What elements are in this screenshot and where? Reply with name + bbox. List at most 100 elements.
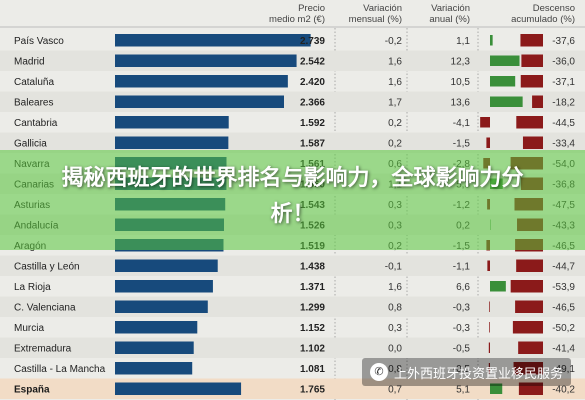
cumulative-bar bbox=[518, 341, 543, 354]
monthly-value: 0,7 bbox=[388, 384, 402, 395]
cumulative-value: -40,2 bbox=[552, 384, 575, 395]
cumulative-bar bbox=[518, 382, 543, 395]
annual-bar bbox=[480, 117, 490, 128]
column-header-1: medio m2 (€) bbox=[269, 14, 325, 25]
column-header-3: anual (%) bbox=[429, 14, 470, 25]
region-label: La Rioja bbox=[14, 282, 51, 293]
cumulative-value: -18,2 bbox=[552, 97, 575, 108]
price-value: 2.366 bbox=[300, 97, 325, 108]
price-value: 1.765 bbox=[300, 384, 325, 395]
cumulative-bar bbox=[522, 136, 543, 149]
annual-bar bbox=[490, 96, 523, 107]
annual-bar bbox=[490, 383, 503, 394]
price-bar bbox=[115, 362, 193, 375]
region-label: Baleares bbox=[14, 97, 53, 108]
price-value: 1.299 bbox=[300, 302, 325, 313]
annual-bar bbox=[488, 342, 490, 353]
region-label: País Vasco bbox=[14, 36, 64, 47]
overlay-title: 揭秘西班牙的世界排名与影响力，全球影响力分析！ bbox=[61, 165, 524, 226]
cumulative-value: -36,0 bbox=[552, 56, 575, 67]
column-header-4: Descenso bbox=[533, 3, 575, 14]
row-background bbox=[0, 296, 585, 317]
price-value: 1.081 bbox=[300, 364, 325, 375]
cumulative-value: -53,9 bbox=[552, 282, 575, 293]
region-label: Gallicia bbox=[14, 138, 47, 149]
annual-value: -1,1 bbox=[453, 261, 471, 272]
monthly-value: 0,2 bbox=[388, 118, 402, 129]
cumulative-bar bbox=[512, 321, 543, 334]
monthly-value: 0,8 bbox=[388, 302, 402, 313]
annual-bar bbox=[490, 35, 493, 46]
price-bar bbox=[115, 116, 229, 129]
price-bar bbox=[115, 341, 194, 354]
annual-bar bbox=[490, 281, 506, 292]
cumulative-bar bbox=[521, 54, 543, 67]
annual-value: 13,6 bbox=[451, 97, 471, 108]
monthly-value: -0,1 bbox=[385, 261, 403, 272]
cumulative-value: -41,4 bbox=[552, 343, 575, 354]
price-value: 1.438 bbox=[300, 261, 325, 272]
column-header-3: Variación bbox=[431, 3, 470, 14]
monthly-value: 0,3 bbox=[388, 323, 402, 334]
price-bar bbox=[115, 136, 229, 149]
row-background bbox=[0, 337, 585, 358]
monthly-value: 0,0 bbox=[388, 343, 402, 354]
price-value: 2.542 bbox=[300, 56, 325, 67]
watermark: ✆ 上外西班牙投资置业移民服务 bbox=[361, 358, 571, 386]
price-value: 1.102 bbox=[300, 343, 325, 354]
monthly-value: 1,6 bbox=[388, 282, 402, 293]
monthly-value: 1,7 bbox=[388, 97, 402, 108]
cumulative-value: -44,5 bbox=[552, 118, 575, 129]
cumulative-value: -37,6 bbox=[552, 36, 575, 47]
region-label: Madrid bbox=[14, 56, 45, 67]
cumulative-bar bbox=[520, 75, 543, 88]
wechat-icon: ✆ bbox=[369, 363, 388, 381]
region-label: Extremadura bbox=[14, 343, 72, 354]
watermark-text: 上外西班牙投资置业移民服务 bbox=[393, 366, 563, 382]
monthly-value: 0,8 bbox=[388, 364, 402, 375]
annual-bar bbox=[489, 322, 490, 333]
price-bar bbox=[115, 75, 288, 88]
row-background bbox=[0, 255, 585, 276]
region-label: Cataluña bbox=[14, 77, 54, 88]
column-header-2: Variación bbox=[363, 3, 402, 14]
annual-value: -0,3 bbox=[453, 302, 471, 313]
price-bar bbox=[115, 34, 311, 47]
price-bar bbox=[115, 300, 208, 313]
price-bar bbox=[115, 259, 218, 272]
cumulative-bar bbox=[516, 116, 543, 129]
price-value: 1.592 bbox=[300, 118, 325, 129]
price-bar bbox=[115, 280, 213, 293]
annual-bar bbox=[487, 260, 490, 271]
annual-value: 6,6 bbox=[456, 282, 470, 293]
monthly-value: 0,2 bbox=[388, 138, 402, 149]
title-overlay-band bbox=[0, 150, 585, 250]
cumulative-value: -50,2 bbox=[552, 323, 575, 334]
cumulative-value: -46,5 bbox=[552, 302, 575, 313]
annual-value: 12,3 bbox=[451, 56, 471, 67]
price-bar bbox=[115, 95, 284, 108]
annual-bar bbox=[490, 76, 516, 87]
annual-value: -4,1 bbox=[453, 118, 471, 129]
cumulative-value: -33,4 bbox=[552, 138, 575, 149]
annual-bar bbox=[486, 137, 490, 148]
region-label: Cantabria bbox=[14, 118, 58, 129]
annual-bar bbox=[490, 55, 520, 66]
annual-value: 1,1 bbox=[456, 36, 470, 47]
price-value: 2.739 bbox=[300, 36, 325, 47]
price-value: 1.152 bbox=[300, 323, 325, 334]
cumulative-bar bbox=[513, 362, 543, 375]
price-value: 2.420 bbox=[300, 77, 325, 88]
region-label: España bbox=[14, 384, 50, 395]
cumulative-bar bbox=[510, 280, 543, 293]
region-label: C. Valenciana bbox=[14, 302, 76, 313]
annual-value: -0,5 bbox=[453, 364, 471, 375]
cumulative-value: -44,7 bbox=[552, 261, 575, 272]
price-bar bbox=[115, 321, 198, 334]
annual-bar bbox=[489, 301, 490, 312]
annual-value: -0,5 bbox=[453, 343, 471, 354]
annual-value: 5,1 bbox=[456, 384, 470, 395]
column-header-1: Precio bbox=[298, 3, 325, 14]
annual-value: -1,5 bbox=[453, 138, 471, 149]
cumulative-bar bbox=[532, 95, 543, 108]
